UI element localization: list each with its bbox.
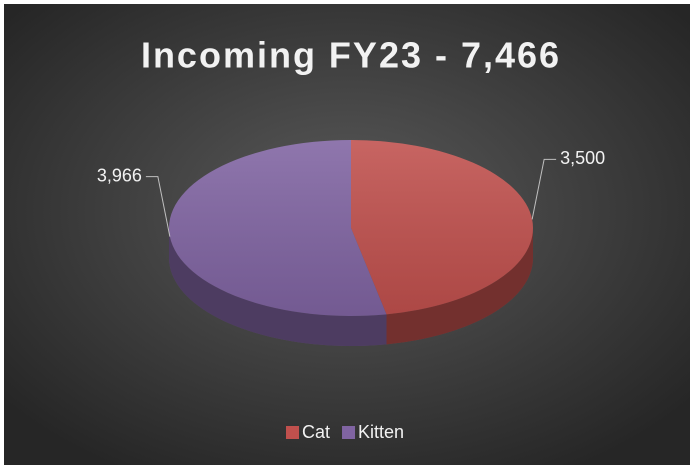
leader-line (531, 158, 557, 220)
legend-label: Kitten (358, 422, 404, 442)
slice-shine (169, 140, 387, 316)
pie-side (386, 228, 533, 345)
chart-title: Incoming FY23 - 7,466 (141, 35, 561, 76)
slice-shine (351, 140, 534, 315)
leader-line (145, 176, 171, 237)
data-label: 3,500 (560, 148, 605, 168)
side-shade (169, 228, 387, 346)
data-label: 3,966 (97, 165, 142, 185)
pie-side (169, 228, 387, 346)
side-shade (386, 228, 533, 345)
legend-swatch (286, 426, 299, 439)
legend-label: Cat (302, 422, 330, 442)
legend-swatch (342, 426, 356, 439)
